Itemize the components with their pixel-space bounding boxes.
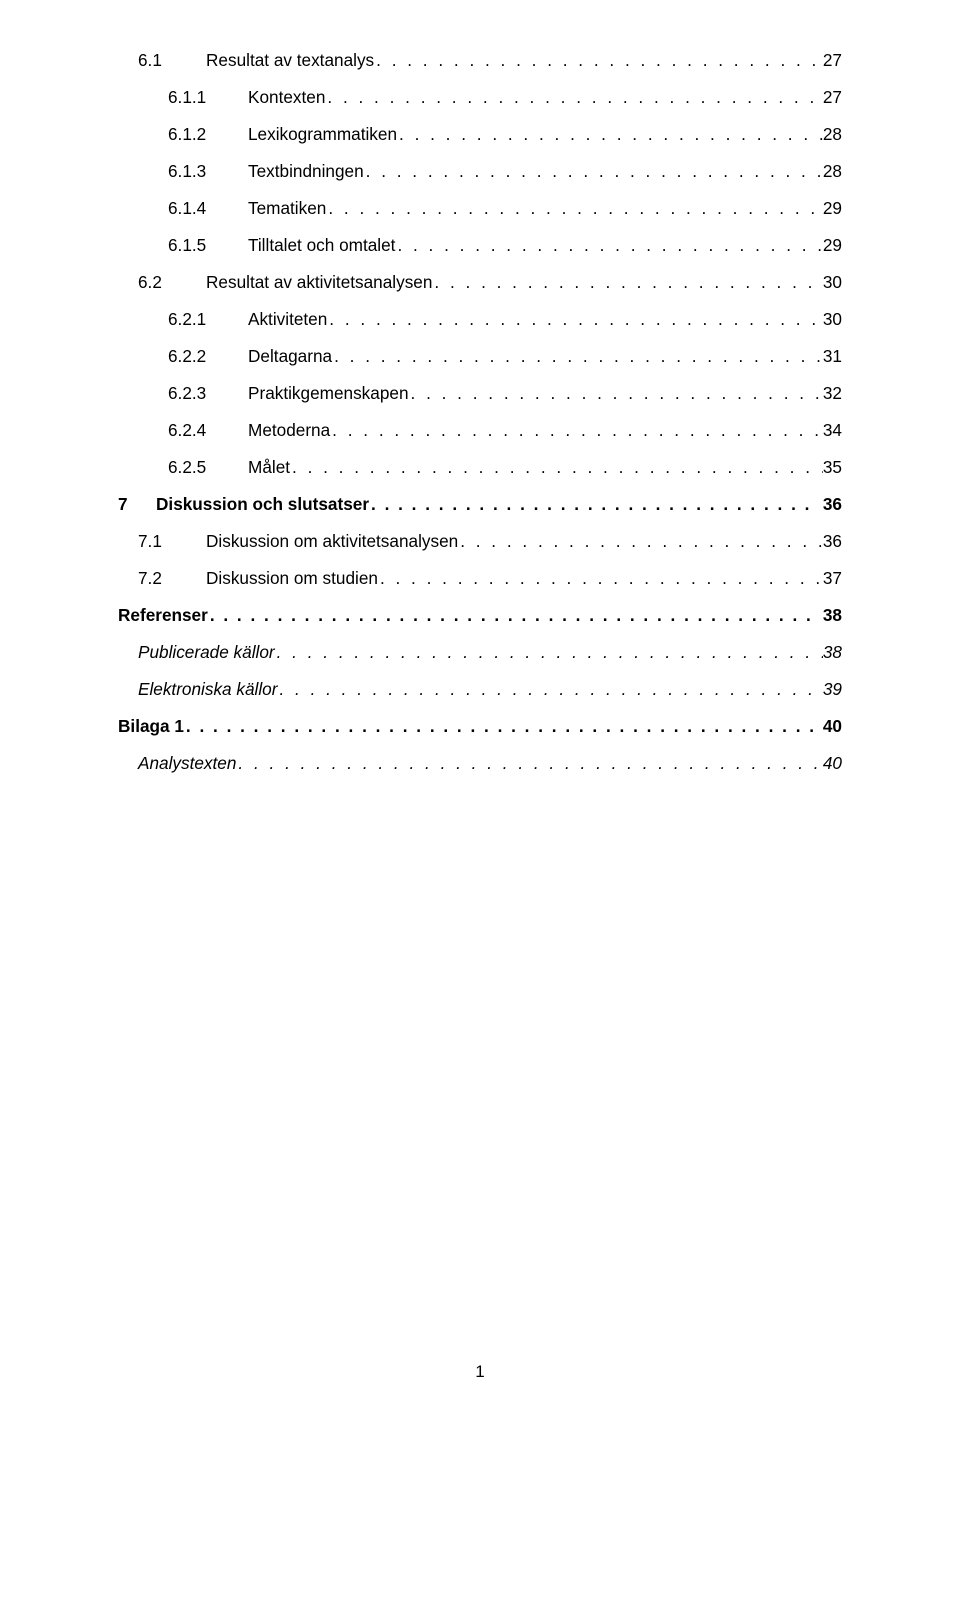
toc-leader-dots: . . . . . . . . . . . . . . . . . . . . …: [330, 412, 823, 449]
toc-label: Diskussion om studien: [206, 560, 378, 597]
toc-leader-dots: . . . . . . . . . . . . . . . . . . . . …: [432, 264, 822, 301]
toc-leader-dots: . . . . . . . . . . . . . . . . . . . . …: [374, 42, 823, 79]
toc-number: 6.1.2: [168, 116, 248, 153]
toc-leader-dots: . . . . . . . . . . . . . . . . . . . . …: [208, 597, 818, 634]
toc-leader-dots: . . . . . . . . . . . . . . . . . . . . …: [397, 116, 823, 153]
toc-leader-dots: . . . . . . . . . . . . . . . . . . . . …: [409, 375, 823, 412]
toc-leader-dots: . . . . . . . . . . . . . . . . . . . . …: [236, 745, 822, 782]
toc-label: Resultat av textanalys: [206, 42, 374, 79]
toc-number: 7.1: [138, 523, 206, 560]
toc-entry: 6.1Resultat av textanalys. . . . . . . .…: [118, 42, 842, 79]
toc-page: 36: [823, 523, 842, 560]
toc-entry: Analystexten. . . . . . . . . . . . . . …: [118, 745, 842, 782]
toc-page: 28: [823, 153, 842, 190]
toc-label: Praktikgemenskapen: [248, 375, 409, 412]
page-number: 1: [475, 1362, 484, 1381]
toc-entry: 7.2Diskussion om studien. . . . . . . . …: [118, 560, 842, 597]
toc-label: Diskussion om aktivitetsanalysen: [206, 523, 458, 560]
toc-number: 6.2: [138, 264, 206, 301]
toc-page: 34: [823, 412, 842, 449]
toc-page: 38: [823, 634, 842, 671]
toc-leader-dots: . . . . . . . . . . . . . . . . . . . . …: [277, 671, 822, 708]
toc-leader-dots: . . . . . . . . . . . . . . . . . . . . …: [364, 153, 823, 190]
toc-label: Aktiviteten: [248, 301, 327, 338]
toc-entry: Referenser. . . . . . . . . . . . . . . …: [118, 597, 842, 634]
toc-label: Deltagarna: [248, 338, 332, 375]
toc-entry: 6.2.3Praktikgemenskapen. . . . . . . . .…: [118, 375, 842, 412]
toc-label: Målet: [248, 449, 290, 486]
toc-number: 6.1.5: [168, 227, 248, 264]
toc-leader-dots: . . . . . . . . . . . . . . . . . . . . …: [184, 708, 818, 745]
toc-entry: 6.2Resultat av aktivitetsanalysen. . . .…: [118, 264, 842, 301]
toc-number: 6.2.3: [168, 375, 248, 412]
toc-page: 40: [818, 708, 842, 745]
toc-number: 6.1: [138, 42, 206, 79]
toc-label: Tilltalet och omtalet: [248, 227, 395, 264]
toc-page: 29: [823, 190, 842, 227]
toc-leader-dots: . . . . . . . . . . . . . . . . . . . . …: [290, 449, 823, 486]
toc-number: 6.1.1: [168, 79, 248, 116]
toc-page: 31: [823, 338, 842, 375]
toc-number: 6.2.4: [168, 412, 248, 449]
toc-leader-dots: . . . . . . . . . . . . . . . . . . . . …: [325, 79, 822, 116]
toc-number: 7.2: [138, 560, 206, 597]
toc-number: 6.2.2: [168, 338, 248, 375]
toc-entry: 6.1.1Kontexten. . . . . . . . . . . . . …: [118, 79, 842, 116]
toc-leader-dots: . . . . . . . . . . . . . . . . . . . . …: [395, 227, 822, 264]
toc-label: Tematiken: [248, 190, 326, 227]
toc-entry: 7Diskussion och slutsatser. . . . . . . …: [118, 486, 842, 523]
toc-number: 6.1.4: [168, 190, 248, 227]
toc-label: Bilaga 1: [118, 708, 184, 745]
toc-label: Textbindningen: [248, 153, 364, 190]
toc-entry: 6.2.5Målet. . . . . . . . . . . . . . . …: [118, 449, 842, 486]
toc-entry: 6.2.1Aktiviteten. . . . . . . . . . . . …: [118, 301, 842, 338]
toc-entry: 6.1.4Tematiken. . . . . . . . . . . . . …: [118, 190, 842, 227]
toc-page: 39: [823, 671, 842, 708]
toc-label: Diskussion och slutsatser: [156, 486, 369, 523]
toc-entry: 6.2.2Deltagarna. . . . . . . . . . . . .…: [118, 338, 842, 375]
toc-page: 28: [823, 116, 842, 153]
toc-page: 37: [823, 560, 842, 597]
toc-page: 27: [823, 42, 842, 79]
toc-leader-dots: . . . . . . . . . . . . . . . . . . . . …: [458, 523, 823, 560]
toc-label: Lexikogrammatiken: [248, 116, 397, 153]
toc-entry: Publicerade källor. . . . . . . . . . . …: [118, 634, 842, 671]
toc-page: 36: [818, 486, 842, 523]
toc-leader-dots: . . . . . . . . . . . . . . . . . . . . …: [369, 486, 818, 523]
toc-leader-dots: . . . . . . . . . . . . . . . . . . . . …: [275, 634, 823, 671]
toc-label: Publicerade källor: [138, 634, 275, 671]
toc-page: 30: [823, 264, 842, 301]
toc-label: Analystexten: [138, 745, 236, 782]
toc-page: 40: [823, 745, 842, 782]
toc-entry: 6.2.4Metoderna. . . . . . . . . . . . . …: [118, 412, 842, 449]
toc-number: 7: [118, 486, 156, 523]
toc-page: 29: [823, 227, 842, 264]
table-of-contents: 6.1Resultat av textanalys. . . . . . . .…: [118, 42, 842, 782]
toc-entry: 6.1.5Tilltalet och omtalet. . . . . . . …: [118, 227, 842, 264]
toc-label: Elektroniska källor: [138, 671, 277, 708]
toc-page: 27: [823, 79, 842, 116]
toc-label: Metoderna: [248, 412, 330, 449]
toc-leader-dots: . . . . . . . . . . . . . . . . . . . . …: [326, 190, 823, 227]
toc-number: 6.1.3: [168, 153, 248, 190]
toc-number: 6.2.1: [168, 301, 248, 338]
toc-number: 6.2.5: [168, 449, 248, 486]
toc-leader-dots: . . . . . . . . . . . . . . . . . . . . …: [332, 338, 823, 375]
toc-entry: Elektroniska källor. . . . . . . . . . .…: [118, 671, 842, 708]
toc-leader-dots: . . . . . . . . . . . . . . . . . . . . …: [327, 301, 823, 338]
toc-page: 35: [823, 449, 842, 486]
toc-label: Referenser: [118, 597, 208, 634]
toc-page: 32: [823, 375, 842, 412]
toc-entry: Bilaga 1. . . . . . . . . . . . . . . . …: [118, 708, 842, 745]
toc-label: Resultat av aktivitetsanalysen: [206, 264, 432, 301]
toc-entry: 6.1.2Lexikogrammatiken. . . . . . . . . …: [118, 116, 842, 153]
toc-label: Kontexten: [248, 79, 325, 116]
toc-leader-dots: . . . . . . . . . . . . . . . . . . . . …: [378, 560, 823, 597]
toc-entry: 6.1.3Textbindningen. . . . . . . . . . .…: [118, 153, 842, 190]
toc-page: 38: [818, 597, 842, 634]
toc-page: 30: [823, 301, 842, 338]
page-footer: 1: [118, 1362, 842, 1382]
toc-entry: 7.1Diskussion om aktivitetsanalysen. . .…: [118, 523, 842, 560]
